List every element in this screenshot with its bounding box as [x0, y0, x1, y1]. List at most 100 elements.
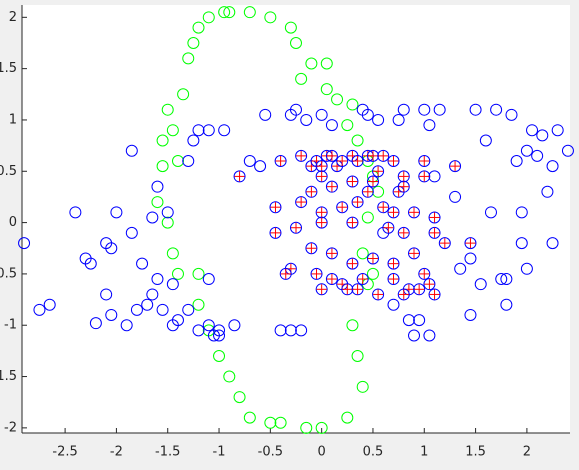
point-part [89, 317, 102, 330]
point-part [151, 180, 164, 193]
point [325, 247, 338, 260]
point [290, 36, 302, 49]
point-part [161, 103, 174, 116]
y-tick-label: 2 [9, 10, 17, 25]
point-part [105, 242, 118, 255]
point [171, 267, 184, 280]
point [223, 6, 236, 19]
point-part [423, 329, 436, 342]
point-part [192, 267, 205, 280]
point [264, 416, 277, 429]
point-part [387, 155, 400, 168]
point-part [490, 103, 503, 116]
point-part [300, 113, 313, 126]
point-part [213, 350, 226, 363]
point [274, 324, 287, 337]
point-part [510, 155, 523, 168]
point [351, 196, 364, 209]
point [546, 160, 559, 173]
point-part [202, 124, 215, 137]
point-part [146, 288, 159, 301]
point-part [356, 380, 369, 393]
point [454, 262, 467, 275]
point-part [428, 288, 441, 301]
y-tick-label: -1 [4, 318, 17, 333]
point [213, 350, 226, 363]
point-part [449, 160, 462, 173]
point [228, 319, 241, 332]
point [464, 308, 477, 321]
point [536, 129, 549, 142]
point-part [166, 247, 179, 260]
point [366, 267, 379, 280]
point [295, 149, 308, 162]
point-part [228, 319, 241, 332]
point [397, 288, 410, 301]
x-tick-label: 0 [318, 445, 326, 460]
point [484, 206, 497, 219]
point [171, 314, 184, 327]
point [151, 273, 164, 286]
point-part [387, 257, 400, 270]
point-part [520, 144, 533, 157]
point-part [408, 247, 421, 260]
point-part [351, 155, 364, 168]
point [187, 134, 200, 147]
point-part [320, 83, 333, 96]
point [351, 283, 364, 296]
point-part [356, 247, 369, 260]
point [130, 303, 143, 316]
point [377, 149, 390, 162]
point [254, 160, 267, 173]
point [274, 416, 287, 429]
point-part [433, 103, 446, 116]
point-part [141, 298, 154, 311]
point [89, 317, 102, 330]
point [341, 411, 354, 424]
point [192, 324, 205, 337]
point [346, 216, 359, 229]
point [428, 288, 441, 301]
point [125, 226, 138, 239]
plot-area [22, 5, 570, 433]
point-part [346, 319, 359, 332]
point-part [438, 237, 451, 250]
point [372, 113, 385, 126]
y-tick-label: -2 [4, 420, 17, 435]
point-part [305, 242, 318, 255]
point [341, 119, 354, 132]
point [520, 262, 533, 275]
point [423, 278, 436, 291]
point-part [387, 298, 400, 311]
point-part [284, 108, 297, 121]
point [325, 119, 338, 132]
point-part [156, 134, 169, 147]
point-part [325, 149, 338, 162]
point [356, 380, 369, 393]
point [315, 108, 328, 121]
point [269, 201, 282, 214]
point-part [428, 226, 441, 239]
point [408, 329, 421, 342]
point-part [243, 6, 256, 19]
point [500, 298, 513, 311]
point [166, 278, 179, 291]
point-part [279, 267, 292, 280]
point [387, 273, 400, 286]
point-part [105, 308, 118, 321]
point-part [361, 108, 374, 121]
point-part [479, 134, 492, 147]
point-part [202, 273, 215, 286]
point-part [182, 303, 195, 316]
point [428, 211, 441, 224]
point [218, 6, 231, 19]
point-part [515, 206, 528, 219]
point [464, 252, 477, 265]
point-part [284, 21, 297, 34]
point-part [295, 196, 308, 209]
point [120, 319, 133, 332]
point [166, 247, 179, 260]
point-part [464, 308, 477, 321]
point-part [284, 324, 297, 337]
